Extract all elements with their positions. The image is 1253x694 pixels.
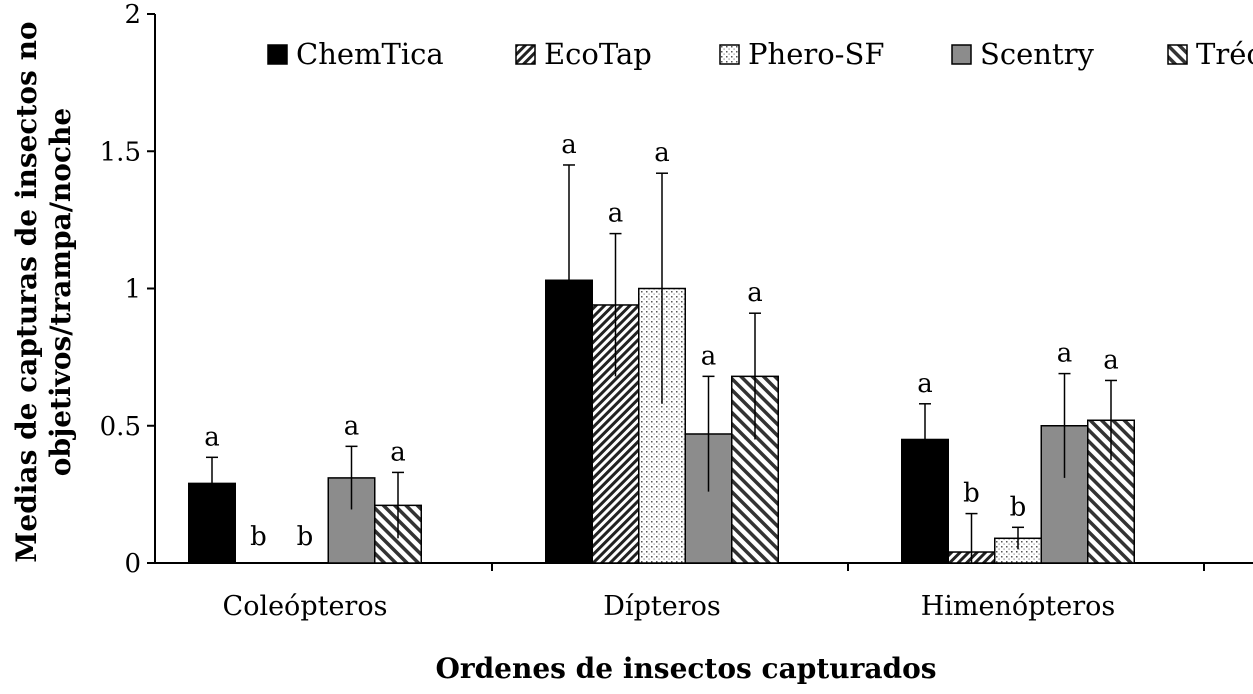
significance-letter: a bbox=[701, 341, 717, 371]
significance-letter: a bbox=[1057, 339, 1073, 369]
legend-label: Scentry bbox=[980, 37, 1094, 71]
x-category-label: Coleópteros bbox=[223, 591, 388, 622]
y-axis-title: Medias de capturas de insectos no objeti… bbox=[10, 21, 77, 562]
x-axis-title: Ordenes de insectos capturados bbox=[435, 652, 936, 685]
x-category-labels: Coleópteros Dípteros Himenópteros bbox=[223, 563, 1205, 622]
y-axis-title-line2: objetivos/trampa/noche bbox=[44, 108, 77, 476]
legend-label: ChemTica bbox=[296, 37, 444, 71]
x-category-label: Dípteros bbox=[603, 591, 720, 622]
legend: ChemTica EcoTap Phero-SF Scentry Trécé bbox=[267, 37, 1253, 71]
legend-swatch bbox=[267, 44, 288, 65]
legend-swatch bbox=[515, 44, 536, 65]
significance-letter: a bbox=[747, 278, 763, 308]
y-tick-label: 0 bbox=[124, 549, 141, 579]
significance-letter: a bbox=[654, 138, 670, 168]
x-category-label: Himenópteros bbox=[921, 591, 1116, 622]
significance-letter: b bbox=[297, 522, 314, 552]
y-tick-label: 1 bbox=[124, 275, 141, 305]
y-ticks: 0 0.5 1 1.5 2 bbox=[100, 0, 155, 579]
significance-letter: a bbox=[204, 422, 220, 452]
legend-swatch bbox=[1167, 44, 1188, 65]
y-tick-label: 1.5 bbox=[100, 137, 141, 167]
significance-letter: b bbox=[963, 479, 980, 509]
y-tick-label: 2 bbox=[124, 0, 141, 30]
y-tick-label: 0.5 bbox=[100, 412, 141, 442]
legend-label: Trécé bbox=[1196, 37, 1253, 71]
significance-letter: a bbox=[561, 130, 577, 160]
y-axis-title-line1: Medias de capturas de insectos no bbox=[10, 21, 43, 562]
significance-letter: b bbox=[1010, 492, 1027, 522]
significance-letter: a bbox=[917, 369, 933, 399]
significance-letter: b bbox=[250, 522, 267, 552]
significance-letter: a bbox=[390, 437, 406, 467]
legend-label: EcoTap bbox=[544, 37, 652, 71]
legend-swatch bbox=[719, 44, 740, 65]
significance-letter: a bbox=[608, 199, 624, 229]
legend-swatch bbox=[951, 44, 972, 65]
significance-letter: a bbox=[344, 411, 360, 441]
legend-label: Phero-SF bbox=[748, 37, 884, 71]
significance-letter: a bbox=[1103, 345, 1119, 375]
